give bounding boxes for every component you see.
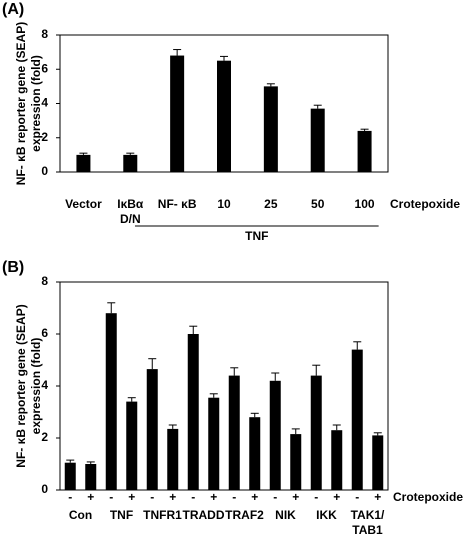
error-bar	[360, 128, 369, 131]
bar	[310, 108, 325, 172]
error-bar	[79, 152, 88, 155]
y-tick-label: 2	[41, 130, 48, 144]
x-tick-label: Vector	[65, 197, 102, 211]
y-tick-label: 0	[41, 482, 48, 496]
error-bar	[313, 104, 322, 109]
annotation: Crotepoxide	[390, 197, 460, 211]
x-tick-label: TAB1	[352, 523, 383, 537]
treatment-label: +	[87, 490, 94, 504]
x-tick-label: Con	[69, 508, 92, 522]
error-bar	[220, 55, 228, 61]
y-tick-label: 6	[41, 61, 48, 75]
y-tick-label: 6	[41, 326, 48, 340]
bar	[187, 334, 199, 490]
error-bar	[148, 358, 157, 370]
error-bar	[271, 372, 280, 381]
y-axis-label: expression (fold)	[29, 55, 43, 152]
bar	[105, 313, 117, 490]
bar	[372, 435, 384, 490]
treatment-label: +	[128, 490, 135, 504]
treatment-label: -	[273, 490, 277, 504]
error-bar	[66, 459, 75, 463]
bar	[76, 154, 91, 172]
bar	[228, 375, 240, 490]
y-tick-label: 4	[41, 378, 48, 392]
x-tick-label: NF- κB	[158, 197, 197, 211]
y-tick-label: 4	[41, 96, 48, 110]
y-axis-label: expression (fold)	[29, 338, 43, 435]
y-tick-label: 0	[41, 164, 48, 178]
y-axis-label: NF- κB reporter gene (SEAP)	[14, 22, 28, 185]
error-bar	[312, 364, 321, 376]
error-bar	[373, 432, 382, 436]
x-tick-label: TRADD	[183, 508, 225, 522]
bar	[249, 417, 261, 490]
bar	[217, 60, 231, 172]
bar	[351, 349, 363, 490]
error-bar	[173, 49, 182, 56]
y-tick-label: 8	[41, 274, 48, 288]
error-bar	[189, 325, 198, 334]
bar	[64, 462, 76, 490]
y-axis-label: NF- κB reporter gene (SEAP)	[14, 304, 28, 467]
treatment-label: +	[374, 490, 381, 504]
x-tick-label: IκBα	[117, 197, 144, 211]
treatment-label: +	[169, 490, 176, 504]
error-bar	[250, 412, 259, 418]
bar	[263, 86, 278, 172]
y-tick-label: 2	[41, 430, 48, 444]
error-bar	[209, 393, 218, 398]
bar	[126, 401, 138, 490]
bar	[310, 375, 322, 490]
panel-label: (A)	[2, 1, 24, 18]
bar	[170, 55, 185, 172]
x-tick-label: 25	[264, 197, 278, 211]
treatment-label: -	[232, 490, 236, 504]
error-bar	[168, 424, 177, 429]
treatment-label: -	[68, 490, 72, 504]
annotation: Crotepoxide	[393, 490, 463, 504]
x-tick-label: 100	[355, 197, 375, 211]
error-bar	[86, 461, 95, 464]
error-bar	[332, 424, 341, 431]
x-tick-label: 50	[311, 197, 325, 211]
panel-label: (B)	[2, 259, 24, 276]
x-tick-label: 10	[217, 197, 231, 211]
treatment-label: -	[109, 490, 113, 504]
bar	[167, 428, 179, 490]
treatment-label: -	[314, 490, 318, 504]
treatment-label: -	[191, 490, 195, 504]
treatment-label: +	[251, 490, 258, 504]
x-tick-label: IKK	[316, 508, 337, 522]
x-tick-label: TNFR1	[143, 508, 182, 522]
bar	[269, 380, 281, 490]
error-bar	[126, 152, 135, 155]
treatment-label: +	[210, 490, 217, 504]
treatment-label: -	[355, 490, 359, 504]
bar	[331, 430, 343, 490]
error-bar	[291, 428, 300, 435]
error-bar	[127, 397, 136, 402]
bar	[290, 434, 302, 490]
x-tick-label: TRAF2	[225, 508, 264, 522]
y-tick-label: 8	[41, 27, 48, 41]
bar	[357, 130, 372, 172]
bar	[146, 369, 158, 490]
treatment-label: +	[292, 490, 299, 504]
x-tick-label: D/N	[120, 212, 141, 226]
x-tick-label: NIK	[275, 508, 296, 522]
bar	[85, 464, 97, 490]
error-bar	[230, 367, 239, 376]
x-tick-label: TNF	[110, 508, 133, 522]
bar	[123, 154, 138, 172]
treatment-label: +	[333, 490, 340, 504]
error-bar	[266, 83, 275, 87]
group-label: TNF	[245, 229, 268, 243]
error-bar	[107, 302, 116, 314]
bar	[208, 397, 220, 490]
x-tick-label: TAK1/	[351, 508, 385, 522]
treatment-label: -	[150, 490, 154, 504]
error-bar	[353, 341, 362, 350]
